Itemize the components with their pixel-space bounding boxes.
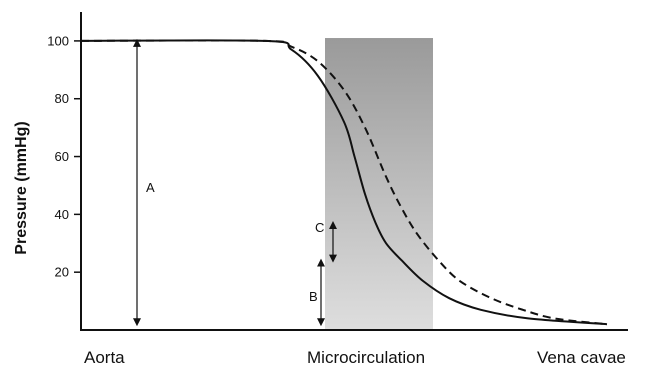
annotations: A B C bbox=[133, 38, 337, 327]
y-ticks: 20 40 60 80 100 bbox=[47, 33, 81, 280]
microcirculation-band bbox=[325, 38, 433, 330]
category-label-microcirculation: Microcirculation bbox=[307, 348, 425, 367]
annotation-label-a: A bbox=[146, 180, 155, 195]
series-line-dashed bbox=[80, 39, 608, 326]
y-axis-label: Pressure (mmHg) bbox=[13, 121, 30, 254]
category-label-aorta: Aorta bbox=[84, 348, 125, 367]
y-tick-label-80: 80 bbox=[55, 91, 69, 106]
category-label-vena-cavae: Vena cavae bbox=[537, 348, 626, 367]
y-tick-label-60: 60 bbox=[55, 149, 69, 164]
axes bbox=[80, 12, 628, 331]
annotation-label-b: B bbox=[309, 289, 318, 304]
y-tick-label-40: 40 bbox=[55, 207, 69, 222]
series-line-solid bbox=[80, 39, 608, 326]
y-tick-label-20: 20 bbox=[55, 265, 69, 280]
series-layer bbox=[80, 39, 608, 326]
annotation-label-c: C bbox=[315, 220, 324, 235]
y-tick-label-100: 100 bbox=[47, 33, 69, 48]
